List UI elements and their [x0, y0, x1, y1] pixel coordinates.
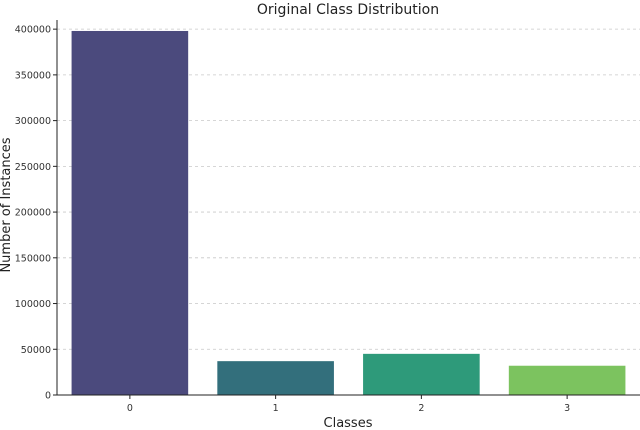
y-tick-label: 50000	[21, 345, 51, 356]
y-tick-label: 200000	[15, 208, 51, 219]
bar-class-3	[508, 365, 626, 395]
x-tick-label: 1	[273, 403, 279, 414]
x-tick-label: 3	[564, 403, 570, 414]
y-tick-label: 100000	[15, 299, 51, 310]
x-tick-label: 0	[127, 403, 133, 414]
x-tick-label: 2	[418, 403, 424, 414]
y-tick-layer: 0 50000 100000 150000 200000 250000 300000 3500…	[15, 25, 57, 402]
bar-layer	[71, 30, 626, 395]
y-tick-label: 300000	[15, 116, 51, 127]
bar-class-1	[217, 361, 334, 395]
y-axis-label: Number of Instances	[0, 137, 14, 272]
y-tick-label: 0	[45, 391, 51, 402]
chart-title: Original Class Distribution	[257, 2, 439, 18]
y-tick-label: 150000	[15, 253, 51, 264]
y-tick-label: 250000	[15, 162, 51, 173]
bar-class-0	[71, 30, 189, 395]
x-tick-layer: 0 1 2 3	[127, 395, 570, 414]
y-tick-label: 350000	[15, 70, 51, 81]
y-tick-label: 400000	[15, 25, 51, 36]
bar-class-2	[363, 353, 480, 395]
x-axis-label: Classes	[324, 416, 373, 430]
axis-layer	[56, 20, 640, 396]
